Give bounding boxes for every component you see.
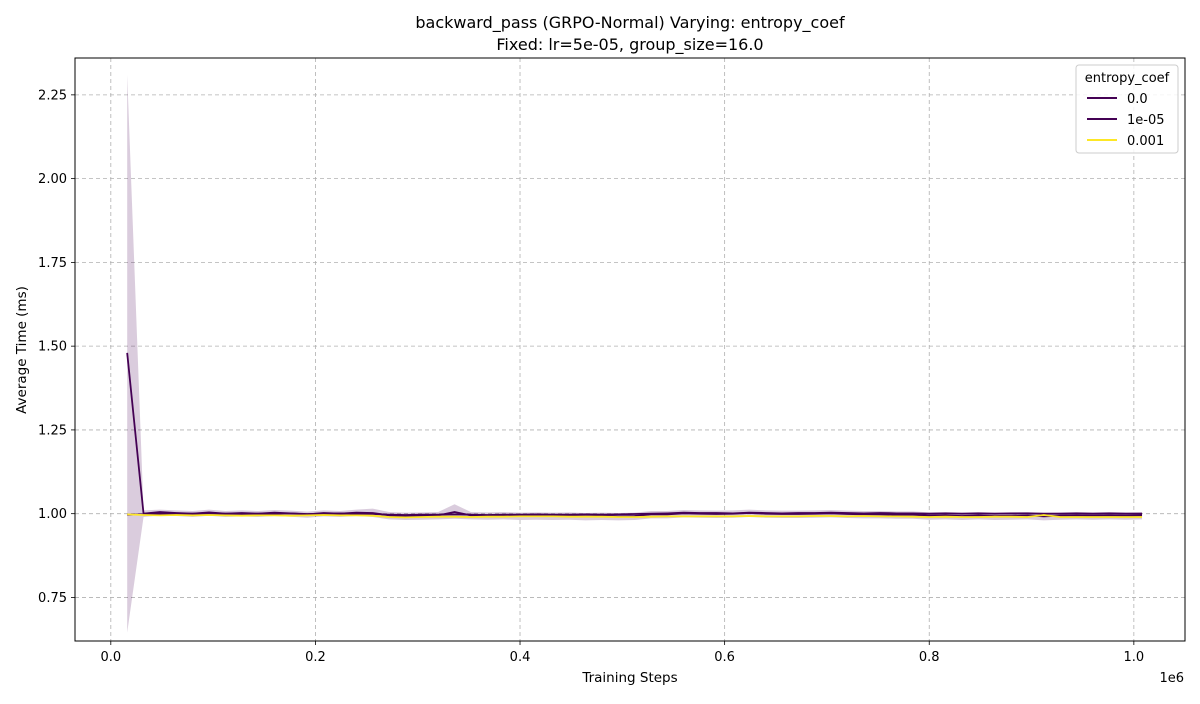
- confidence-band-series-0: [127, 74, 1143, 633]
- x-axis-label: Training Steps: [581, 670, 677, 686]
- legend-entry-label: 0.001: [1127, 134, 1164, 149]
- x-tick-label: 0.6: [714, 650, 735, 665]
- chart-subtitle: Fixed: lr=5e-05, group_size=16.0: [496, 35, 763, 55]
- series-line-0: [126, 352, 1143, 518]
- legend-items: 0.0 1e-05 0.001: [1087, 92, 1165, 149]
- legend-entry-label: 1e-05: [1127, 113, 1165, 128]
- x-tick-label: 0.4: [510, 650, 531, 665]
- y-tick-label: 0.75: [38, 591, 67, 606]
- x-tick-label: 0.0: [100, 650, 121, 665]
- y-tick-label: 2.25: [38, 88, 67, 103]
- y-axis-label: Average Time (ms): [14, 286, 30, 414]
- chart-title: backward_pass (GRPO-Normal) Varying: ent…: [415, 13, 845, 33]
- y-tick-label: 1.00: [38, 507, 67, 522]
- x-tick-label: 0.2: [305, 650, 326, 665]
- confidence-band-layer: [127, 74, 1143, 633]
- y-tick-label: 1.75: [38, 256, 67, 271]
- series-line-2: [127, 513, 1143, 519]
- y-tick-label: 2.00: [38, 172, 67, 187]
- legend-box: [1075, 64, 1179, 154]
- y-tick-label: 1.25: [38, 423, 67, 438]
- legend-entry-label: 0.0: [1127, 92, 1148, 107]
- series-line-1: [127, 511, 1143, 516]
- grid-layer: [75, 58, 1185, 641]
- y-tick-label: 1.50: [38, 340, 67, 355]
- series-line-layer: [126, 352, 1143, 519]
- legend: entropy_coef 0.0 1e-05 0.001: [1075, 64, 1179, 154]
- legend-title: entropy_coef: [1085, 71, 1170, 86]
- tick-layer: 0.0 0.2 0.4 0.6 0.8 1.0 0.75 1.00 1.25 1.50 1.75 2.…: [38, 88, 1144, 665]
- x-tick-label: 0.8: [919, 650, 940, 665]
- x-axis-offset-label: 1e6: [1159, 671, 1184, 686]
- plot-frame: [74, 57, 1186, 642]
- x-tick-label: 1.0: [1124, 650, 1145, 665]
